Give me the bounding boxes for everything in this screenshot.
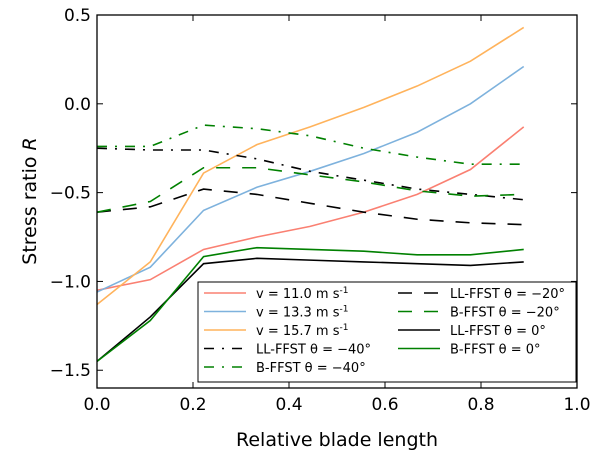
ticks: 0.0 0.2 0.4 0.6 0.8 1.0 0.5 0.0 −0.5 −1.0 −1.5 xyxy=(50,6,591,415)
series-line-6 xyxy=(96,166,524,213)
series-line-8 xyxy=(96,246,524,362)
legend-label-main: v = 15.7 m s xyxy=(256,324,340,339)
y-axis-label-text: Stress ratio xyxy=(19,150,41,264)
legend-label-main: v = 13.3 m s xyxy=(256,306,340,321)
y-tick-label: −1.0 xyxy=(50,272,91,292)
legend-label-3: LL-FFST θ = −40° xyxy=(256,343,371,358)
legend-label-main: LL-FFST θ = −20° xyxy=(450,287,565,302)
series-layer xyxy=(96,26,525,362)
legend-label-sup: -1 xyxy=(340,305,349,315)
legend-label-8: B-FFST θ = 0° xyxy=(450,343,541,358)
legend-label-main: v = 11.0 m s xyxy=(256,287,340,302)
legend-label-sup: -1 xyxy=(340,323,349,333)
series-line-2 xyxy=(96,26,525,306)
legend-label-main: LL-FFST θ = 0° xyxy=(450,324,546,339)
axes-frame xyxy=(96,14,578,389)
y-axis-label-symbol: R xyxy=(19,137,41,150)
legend-box xyxy=(197,281,577,383)
x-tick-label: 0.6 xyxy=(371,395,398,415)
legend-label-main: B-FFST θ = −40° xyxy=(256,361,366,376)
y-tick-label: 0.5 xyxy=(64,6,91,26)
legend-label-sup: -1 xyxy=(340,286,349,296)
legend-label-7: LL-FFST θ = 0° xyxy=(450,324,546,339)
legend-label-main: B-FFST θ = −20° xyxy=(450,306,560,321)
x-tick-label: 0.8 xyxy=(467,395,494,415)
y-tick-label: −0.5 xyxy=(50,184,91,204)
y-axis-label: Stress ratio R xyxy=(19,137,41,264)
legend-label-5: LL-FFST θ = −20° xyxy=(450,287,565,302)
legend-label-6: B-FFST θ = −20° xyxy=(450,306,560,321)
legend-label-main: B-FFST θ = 0° xyxy=(450,343,541,358)
series-line-0 xyxy=(96,126,525,292)
legend-label-1: v = 13.3 m s-1 xyxy=(256,305,348,321)
x-tick-label: 0.4 xyxy=(275,395,302,415)
legend: v = 11.0 m s-1v = 13.3 m s-1v = 15.7 m s… xyxy=(197,281,577,383)
series-line-4 xyxy=(97,124,524,165)
x-tick-label: 1.0 xyxy=(563,395,590,415)
series-line-3 xyxy=(96,147,524,201)
legend-label-4: B-FFST θ = −40° xyxy=(256,361,366,376)
legend-label-0: v = 11.0 m s-1 xyxy=(256,286,348,302)
series-line-5 xyxy=(96,188,524,226)
y-tick-label: 0.0 xyxy=(64,95,91,115)
series-line-1 xyxy=(96,65,525,293)
x-axis-label: Relative blade length xyxy=(236,429,438,451)
x-tick-label: 0.0 xyxy=(83,395,110,415)
legend-label-main: LL-FFST θ = −40° xyxy=(256,343,371,358)
y-tick-label: −1.5 xyxy=(50,361,91,381)
x-tick-label: 0.2 xyxy=(179,395,206,415)
legend-label-2: v = 15.7 m s-1 xyxy=(256,323,348,339)
